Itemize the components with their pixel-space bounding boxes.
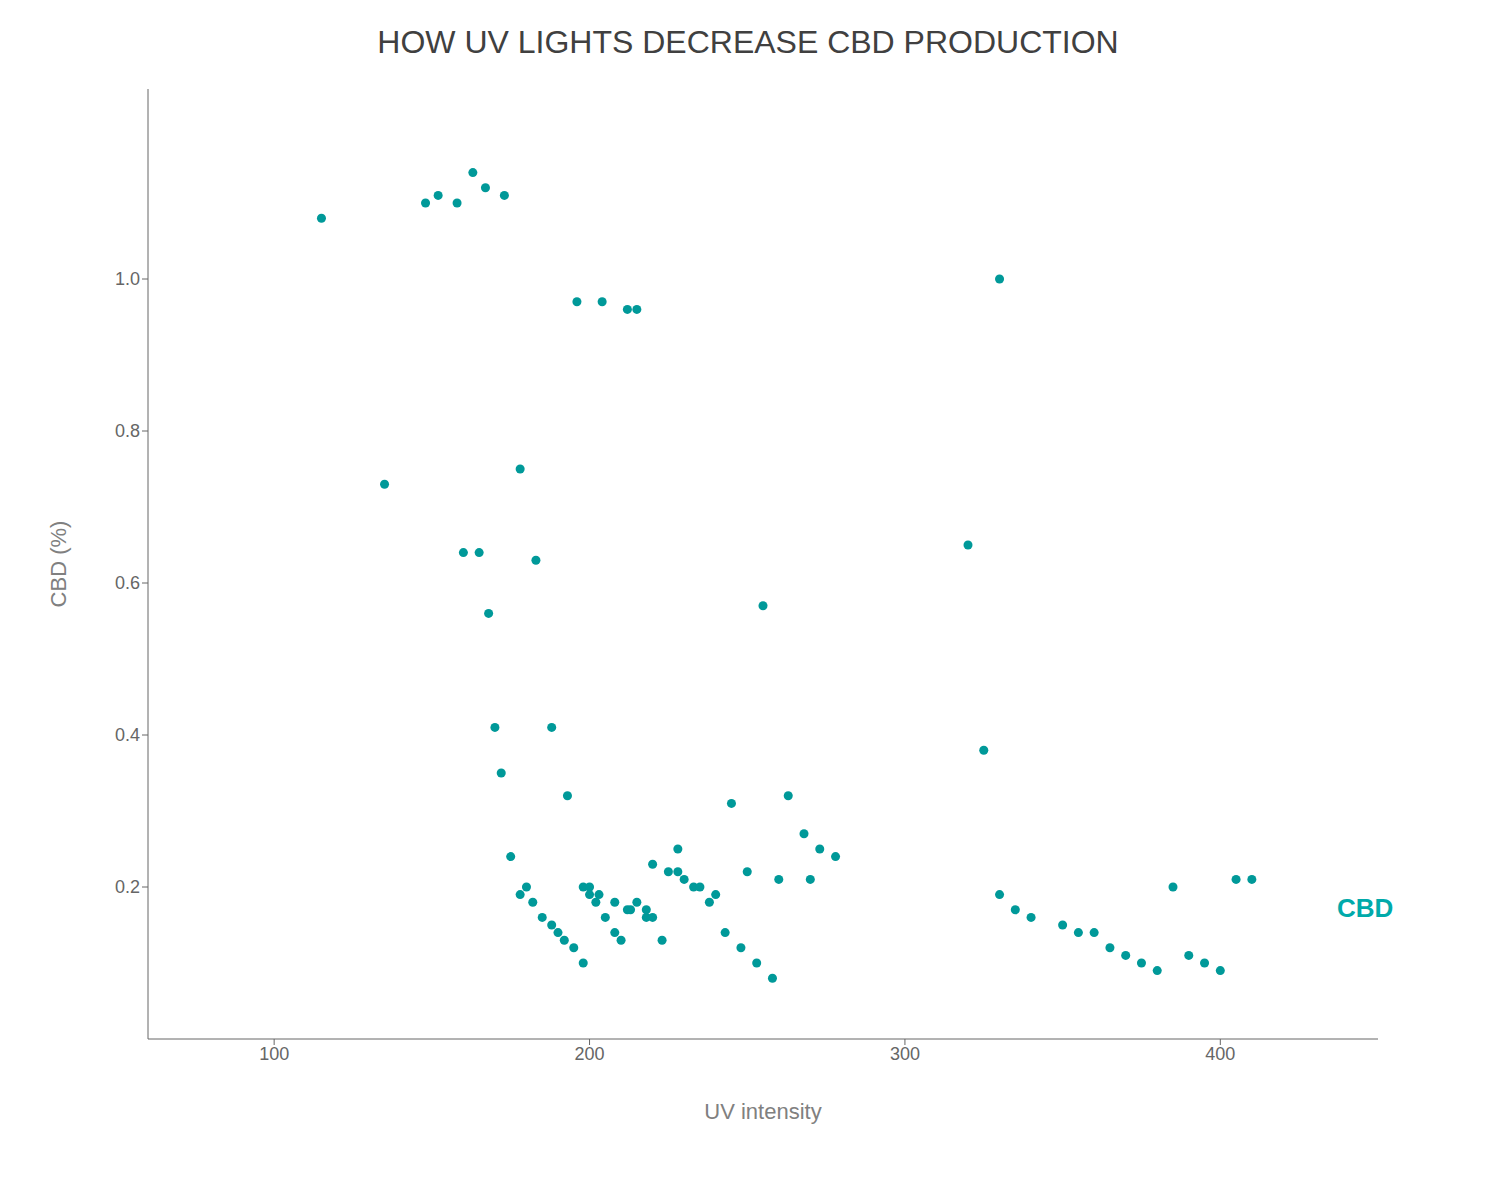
svg-text:0.2: 0.2 (115, 877, 140, 897)
svg-text:300: 300 (890, 1044, 920, 1064)
html-text:HOW UV LIGHTS DECREASE CBD PRO: HOW UV LIGHTS DECREASE CBD PRODUCTION (377, 24, 1119, 60)
svg-text:1.0: 1.0 (115, 269, 140, 289)
svg-text:CBD: CBD (1337, 893, 1393, 923)
svg-text:400: 400 (1205, 1044, 1235, 1064)
svg-text:CBD (%): CBD (%) (46, 521, 71, 608)
svg-text:200: 200 (575, 1044, 605, 1064)
svg-text:UV intensity: UV intensity (704, 1099, 821, 1124)
svg-text:0.6: 0.6 (115, 573, 140, 593)
svg-text:0.4: 0.4 (115, 725, 140, 745)
svg-text:100: 100 (259, 1044, 289, 1064)
svg-text:0.8: 0.8 (115, 421, 140, 441)
